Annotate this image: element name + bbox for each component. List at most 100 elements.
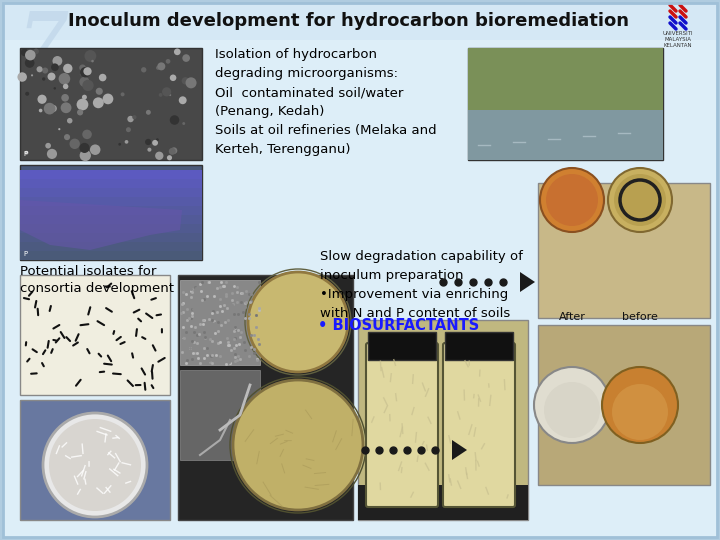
FancyBboxPatch shape: [468, 48, 663, 160]
Circle shape: [156, 66, 160, 70]
Circle shape: [96, 87, 103, 95]
FancyBboxPatch shape: [20, 251, 202, 260]
FancyBboxPatch shape: [20, 400, 170, 520]
Circle shape: [186, 77, 197, 89]
Circle shape: [80, 67, 91, 77]
Circle shape: [48, 72, 55, 80]
Circle shape: [169, 94, 171, 96]
Text: P: P: [23, 251, 27, 257]
Circle shape: [63, 84, 68, 89]
Polygon shape: [452, 440, 467, 460]
Circle shape: [42, 68, 48, 73]
Circle shape: [77, 109, 84, 116]
FancyBboxPatch shape: [20, 179, 202, 188]
Circle shape: [157, 62, 166, 70]
Circle shape: [179, 96, 186, 104]
Circle shape: [45, 143, 51, 148]
Circle shape: [53, 87, 56, 90]
Circle shape: [64, 134, 70, 140]
Circle shape: [170, 75, 176, 81]
Circle shape: [80, 73, 82, 76]
Circle shape: [37, 66, 42, 72]
Circle shape: [84, 50, 96, 62]
Circle shape: [146, 110, 151, 115]
Circle shape: [91, 60, 94, 63]
Circle shape: [171, 147, 177, 154]
Circle shape: [42, 77, 45, 80]
Circle shape: [614, 174, 666, 226]
Circle shape: [21, 49, 29, 56]
Circle shape: [80, 150, 91, 161]
Circle shape: [25, 58, 35, 68]
Text: • BIOSURFACTANTS: • BIOSURFACTANTS: [318, 318, 480, 333]
Circle shape: [125, 140, 128, 144]
Circle shape: [612, 384, 668, 440]
Text: before: before: [622, 312, 658, 322]
Circle shape: [58, 128, 60, 130]
Circle shape: [534, 367, 610, 443]
FancyBboxPatch shape: [20, 224, 202, 233]
Circle shape: [602, 367, 678, 443]
Circle shape: [162, 87, 171, 97]
Circle shape: [89, 132, 91, 136]
Circle shape: [93, 97, 104, 108]
Circle shape: [152, 140, 158, 146]
Circle shape: [156, 138, 159, 141]
FancyBboxPatch shape: [20, 48, 202, 160]
Circle shape: [174, 49, 181, 55]
Circle shape: [44, 103, 55, 114]
Circle shape: [166, 59, 171, 64]
FancyBboxPatch shape: [20, 242, 202, 251]
Circle shape: [51, 63, 59, 71]
Circle shape: [99, 74, 107, 82]
Circle shape: [60, 103, 71, 113]
Text: UNIVERSITI
MALAYSIA
KELANTAN: UNIVERSITI MALAYSIA KELANTAN: [662, 31, 693, 49]
Circle shape: [76, 99, 89, 110]
Circle shape: [47, 149, 57, 159]
FancyBboxPatch shape: [20, 275, 170, 395]
FancyBboxPatch shape: [20, 215, 202, 224]
Circle shape: [82, 80, 94, 91]
FancyBboxPatch shape: [180, 370, 260, 460]
Circle shape: [37, 94, 47, 104]
FancyBboxPatch shape: [3, 3, 717, 40]
Circle shape: [17, 72, 27, 82]
Circle shape: [43, 413, 147, 517]
FancyBboxPatch shape: [20, 188, 202, 197]
Circle shape: [127, 116, 134, 122]
Text: P: P: [23, 151, 27, 157]
FancyBboxPatch shape: [538, 325, 710, 485]
Circle shape: [50, 105, 57, 112]
Circle shape: [63, 64, 73, 73]
Circle shape: [233, 380, 363, 510]
Circle shape: [103, 93, 113, 104]
Circle shape: [79, 143, 89, 153]
Circle shape: [31, 75, 33, 76]
Circle shape: [84, 67, 91, 76]
FancyBboxPatch shape: [358, 320, 528, 520]
Circle shape: [49, 419, 141, 511]
Circle shape: [25, 50, 35, 60]
Text: Potential isolates for
consortia development: Potential isolates for consortia develop…: [20, 265, 174, 295]
Circle shape: [168, 148, 176, 155]
Circle shape: [79, 64, 86, 71]
Circle shape: [158, 93, 163, 97]
Text: 7: 7: [18, 8, 68, 79]
Circle shape: [53, 56, 63, 66]
Circle shape: [25, 92, 30, 96]
Circle shape: [58, 73, 71, 85]
Circle shape: [167, 155, 172, 160]
Circle shape: [141, 67, 146, 72]
Circle shape: [39, 109, 42, 112]
FancyBboxPatch shape: [3, 40, 717, 537]
FancyBboxPatch shape: [180, 280, 260, 365]
Circle shape: [82, 130, 91, 139]
FancyBboxPatch shape: [468, 100, 663, 160]
FancyBboxPatch shape: [178, 275, 353, 520]
Circle shape: [33, 49, 39, 54]
Circle shape: [61, 94, 69, 102]
FancyBboxPatch shape: [20, 206, 202, 215]
FancyBboxPatch shape: [366, 343, 438, 507]
FancyBboxPatch shape: [443, 343, 515, 507]
Circle shape: [82, 94, 87, 100]
